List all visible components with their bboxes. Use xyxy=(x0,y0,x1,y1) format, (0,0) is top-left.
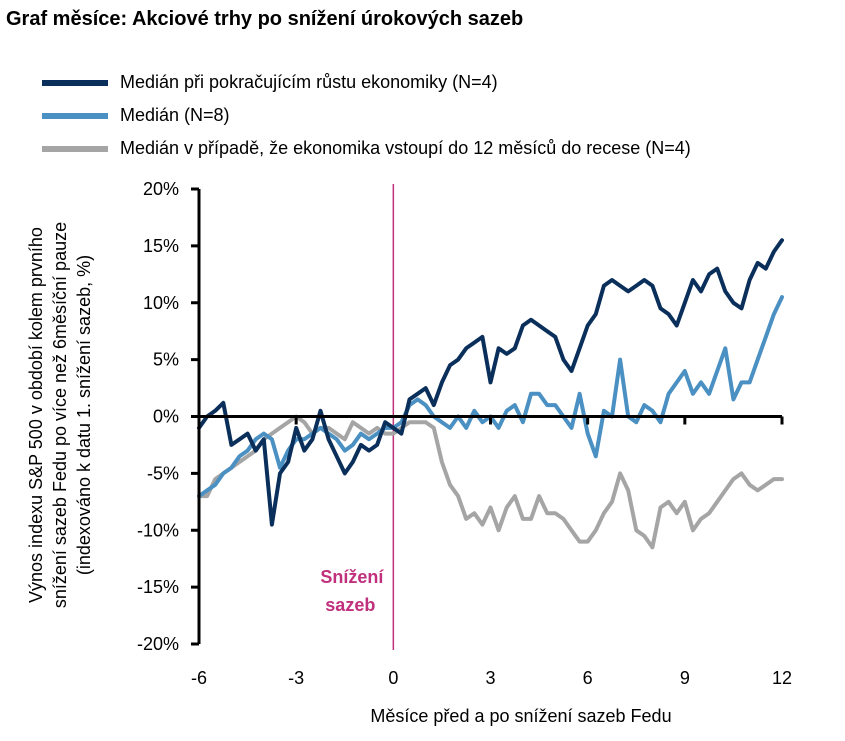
x-tick-label: 9 xyxy=(680,668,690,688)
legend-item-median: Medián (N=8) xyxy=(42,99,691,132)
x-axis-label: Měsíce před a po snížení sazeb Fedu xyxy=(370,706,671,726)
annotation-text-line: sazeb xyxy=(325,595,375,615)
y-tick-label: 15% xyxy=(143,236,179,256)
series-line-0 xyxy=(197,238,784,527)
chart-title: Graf měsíce: Akciové trhy po snížení úro… xyxy=(6,8,524,30)
legend-swatch-growth xyxy=(42,79,108,86)
axes: 20% 15% 10% 5% 0% -5% -10% -15% -20% -6 -3 0 3 6 9 12 xyxy=(137,179,792,688)
series-line-2 xyxy=(197,414,784,550)
y-tick-label: 20% xyxy=(143,179,179,199)
y-tick-label: -20% xyxy=(137,634,179,654)
x-tick-label: -6 xyxy=(191,668,207,688)
rate-cut-annotation: Snížení sazeb xyxy=(320,184,395,650)
x-tick-label: -3 xyxy=(288,668,304,688)
legend-swatch-recession xyxy=(42,145,108,152)
legend-label-growth: Medián při pokračujícím růstu ekonomiky … xyxy=(120,72,498,92)
y-tick-label: -15% xyxy=(137,577,179,597)
y-tick-label: 5% xyxy=(153,350,179,370)
series-lines xyxy=(197,238,784,550)
y-tick-label: -5% xyxy=(147,463,179,483)
x-tick-label: 3 xyxy=(485,668,495,688)
x-tick-label: 12 xyxy=(772,668,792,688)
x-tick-label: 6 xyxy=(583,668,593,688)
legend: Medián při pokračujícím růstu ekonomiky … xyxy=(42,66,691,165)
y-tick-label: -10% xyxy=(137,520,179,540)
legend-item-recession: Medián v případě, že ekonomika vstoupí d… xyxy=(42,132,691,165)
legend-swatch-median xyxy=(42,112,108,119)
y-tick-label: 0% xyxy=(153,407,179,427)
annotation-text-line: Snížení xyxy=(320,567,384,587)
legend-label-recession: Medián v případě, že ekonomika vstoupí d… xyxy=(120,138,691,158)
legend-item-growth: Medián při pokračujícím růstu ekonomiky … xyxy=(42,66,691,99)
y-tick-label: 10% xyxy=(143,293,179,313)
legend-label-median: Medián (N=8) xyxy=(120,105,230,125)
x-tick-label: 0 xyxy=(388,668,398,688)
